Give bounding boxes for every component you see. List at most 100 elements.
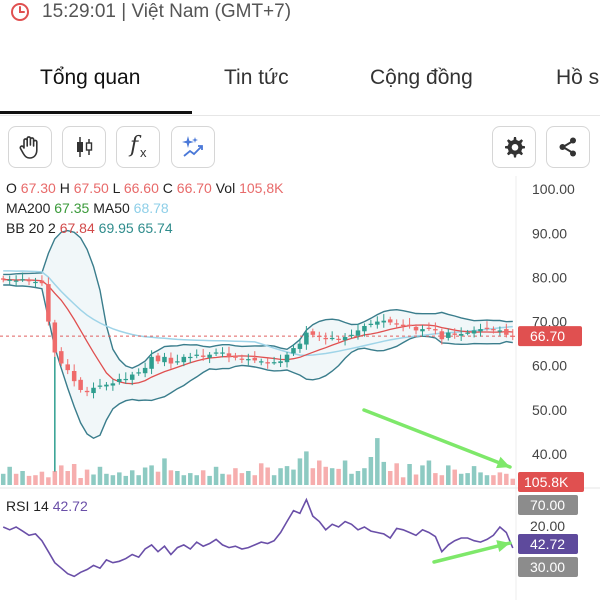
ai-analysis-button[interactable] bbox=[171, 126, 215, 168]
candle-body bbox=[26, 280, 32, 282]
volume-bar bbox=[246, 471, 251, 485]
open-label: O bbox=[6, 180, 17, 196]
price-tick-label: 90.00 bbox=[532, 225, 567, 241]
header-time-bar: 15:29:01 | Việt Nam (GMT+7) bbox=[0, 0, 600, 28]
rsi-legend: RSI 14 42.72 bbox=[6, 498, 88, 514]
candle-body bbox=[329, 337, 335, 340]
volume-bar bbox=[233, 468, 238, 485]
rsi-20-label: 20.00 bbox=[530, 518, 565, 534]
candle-body bbox=[381, 320, 387, 323]
candle-body bbox=[362, 326, 367, 332]
rsi-30-label: 30.00 bbox=[530, 559, 565, 575]
rsi-current-label: 42.72 bbox=[530, 536, 565, 552]
volume-bar bbox=[142, 467, 148, 485]
high-value: 67.50 bbox=[73, 180, 109, 196]
close-value: 66.70 bbox=[176, 180, 212, 196]
tab-news[interactable]: Tin tức bbox=[224, 66, 289, 89]
volume-bar bbox=[91, 474, 96, 485]
price-tick-label: 70.00 bbox=[532, 314, 567, 330]
volume-bar bbox=[220, 473, 225, 485]
candle-body bbox=[220, 352, 225, 354]
tab-community[interactable]: Cộng đồng bbox=[370, 66, 473, 89]
current-volume-badge bbox=[518, 472, 584, 492]
volume-bar bbox=[284, 466, 290, 485]
candle-body bbox=[278, 361, 283, 364]
market-time-text: 15:29:01 | Việt Nam (GMT+7) bbox=[42, 1, 292, 22]
settings-button[interactable] bbox=[492, 126, 536, 168]
candle-body bbox=[297, 343, 303, 349]
candle-body bbox=[407, 324, 412, 326]
candle-body bbox=[59, 351, 64, 364]
candle-body bbox=[239, 358, 245, 360]
function-icon-x: x bbox=[140, 145, 147, 160]
ma-legend: MA200 67.35 MA50 68.78 bbox=[6, 200, 169, 216]
volume-bar bbox=[239, 473, 245, 485]
volume-bar bbox=[278, 468, 283, 485]
candle-body bbox=[504, 329, 509, 335]
chart-toolbar: f x bbox=[0, 122, 600, 174]
volume-bar bbox=[387, 471, 393, 485]
volume-bar bbox=[504, 473, 509, 485]
candle-body bbox=[7, 279, 12, 281]
candle-body bbox=[168, 357, 174, 364]
candle-body bbox=[233, 355, 238, 358]
sparkle-chart-icon bbox=[182, 136, 203, 157]
rsi-series-line bbox=[2, 497, 514, 578]
volume-bar bbox=[175, 471, 180, 485]
tab-profile[interactable]: Hồ s bbox=[556, 66, 600, 89]
volume-bar bbox=[439, 475, 445, 485]
volume-bar bbox=[59, 465, 64, 485]
volume-bar bbox=[155, 471, 161, 485]
volume-bar bbox=[117, 472, 122, 485]
moving-averages bbox=[0, 270, 516, 385]
rsi-current-badge bbox=[518, 534, 578, 554]
volume-bar bbox=[265, 467, 270, 485]
volume-bar bbox=[207, 475, 212, 485]
volume-bar bbox=[136, 475, 141, 485]
volume-bar bbox=[46, 477, 51, 485]
candle-body bbox=[349, 334, 354, 337]
chart-type-button[interactable] bbox=[62, 126, 106, 168]
indicators-button[interactable]: f x bbox=[116, 126, 160, 168]
candle-body bbox=[355, 330, 361, 336]
candle-body bbox=[426, 327, 432, 329]
volume-bar bbox=[336, 468, 341, 485]
candle-body bbox=[71, 371, 77, 382]
volume-bar bbox=[484, 475, 490, 485]
candle-body bbox=[200, 355, 206, 357]
share-button[interactable] bbox=[546, 126, 590, 168]
candlestick-icon bbox=[77, 137, 93, 157]
function-icon-f: f bbox=[130, 133, 139, 158]
bb-mid-value: 67.84 bbox=[59, 220, 95, 236]
candle-body bbox=[252, 357, 258, 361]
price-chart[interactable]: 100.00 90.00 80.00 70.00 60.00 50.00 40.00 66.7… bbox=[0, 176, 600, 600]
volume-bar bbox=[33, 475, 38, 485]
volume-bar bbox=[310, 468, 316, 485]
rsi-line bbox=[2, 497, 514, 578]
candle-body bbox=[188, 356, 193, 359]
candle-body bbox=[497, 330, 503, 332]
volume-bar bbox=[497, 472, 503, 485]
volume-bar bbox=[78, 478, 83, 485]
tab-overview[interactable]: Tổng quan bbox=[40, 66, 141, 89]
candle-body bbox=[265, 362, 270, 364]
volume-bar bbox=[304, 451, 309, 485]
candle-body bbox=[317, 335, 322, 338]
volume-bar bbox=[407, 464, 412, 485]
candle-body bbox=[181, 356, 187, 363]
volume-label: Vol bbox=[215, 180, 236, 196]
price-tick-label: 100.00 bbox=[532, 181, 575, 197]
candle-body bbox=[342, 337, 348, 341]
price-tick-label: 60.00 bbox=[532, 358, 567, 374]
volume-bar bbox=[271, 475, 277, 485]
drawing-tool-button[interactable] bbox=[8, 126, 52, 168]
candle-body bbox=[78, 379, 83, 390]
volume-bar bbox=[104, 473, 109, 485]
rsi-70-label: 70.00 bbox=[530, 497, 565, 513]
rsi-value: 42.72 bbox=[52, 498, 88, 514]
volume-bar bbox=[226, 474, 232, 485]
chart-area[interactable]: 100.00 90.00 80.00 70.00 60.00 50.00 40.00 66.7… bbox=[0, 176, 600, 600]
ohlc-legend: O 67.30 H 67.50 L 66.60 C 66.70 Vol 105,… bbox=[6, 180, 283, 196]
rsi-70-badge bbox=[518, 495, 578, 515]
candle-body bbox=[452, 333, 457, 335]
